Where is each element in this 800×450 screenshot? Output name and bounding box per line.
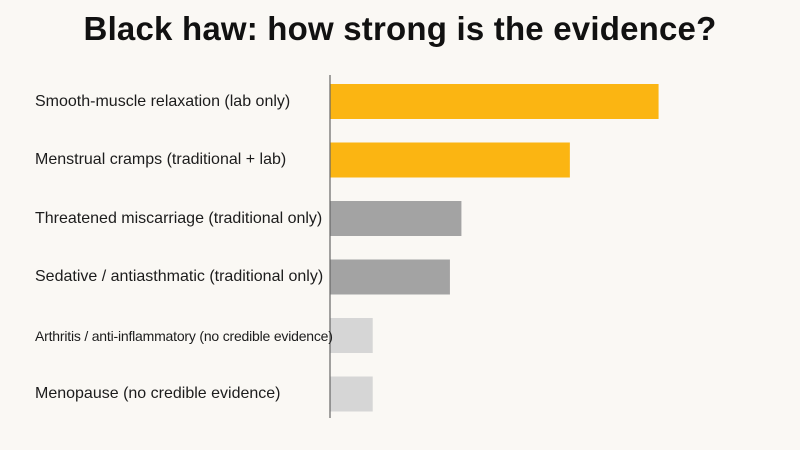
category-label-1: Smooth-muscle relaxation (lab only)	[35, 92, 291, 110]
category-label-5: Arthritis / anti-inflammatory (no credib…	[35, 327, 333, 344]
category-label-6: Menopause (no credible evidence)	[35, 385, 281, 402]
bar-2	[330, 142, 570, 178]
bar-4	[330, 259, 450, 295]
bar-3	[330, 201, 462, 236]
category-label-2: Menstrual cramps (traditional + lab)	[35, 151, 287, 168]
bar-1	[330, 84, 659, 119]
category-label-4: Sedative / antiasthmatic (traditional on…	[35, 268, 324, 285]
category-label-3: Threatened miscarriage (traditional only…	[35, 209, 323, 227]
chart-title: Black haw: how strong is the evidence?	[83, 10, 717, 47]
bar-6	[330, 376, 373, 412]
bar-5	[330, 318, 373, 353]
